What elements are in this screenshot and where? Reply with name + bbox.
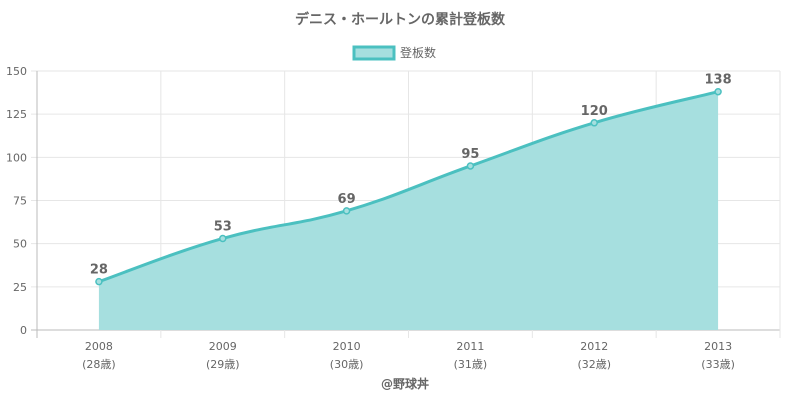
x-tick-sublabel: (33歳) [701, 358, 735, 371]
y-tick-label: 100 [6, 151, 27, 164]
data-point [590, 119, 598, 127]
y-tick-label: 125 [6, 108, 27, 121]
x-tick-sublabel: (29歳) [206, 358, 240, 371]
legend-label: 登板数 [400, 45, 436, 60]
series-line [98, 90, 719, 284]
x-tick-label: 2013 [704, 340, 732, 353]
data-point [219, 234, 227, 243]
data-label: 53 [214, 219, 232, 234]
data-label: 69 [338, 192, 356, 207]
x-tick-sublabel: (31歳) [454, 358, 488, 371]
y-tick-label: 75 [13, 195, 27, 208]
chart-title: デニス・ホールトンの累計登板数 [295, 11, 506, 28]
x-tick-label: 2010 [333, 340, 361, 353]
x-tick-sublabel: (32歳) [577, 358, 611, 371]
x-axis: 2008 (28歳) 2009 (29歳) 2010 (30歳) 2011 (31歳) 2012… [82, 340, 735, 371]
legend-swatch [352, 45, 396, 61]
data-label: 95 [461, 147, 479, 162]
data-labels: 28 53 69 95 120 138 [90, 73, 732, 278]
x-tick-label: 2008 [85, 340, 113, 353]
y-tick-label: 0 [20, 324, 27, 337]
data-point [342, 207, 351, 215]
x-tick-label: 2011 [456, 340, 484, 353]
data-point [95, 277, 103, 286]
data-label: 28 [90, 263, 108, 278]
y-tick-label: 50 [13, 238, 27, 251]
series-area [95, 87, 722, 330]
x-tick-label: 2009 [209, 340, 237, 353]
x-tick-sublabel: (28歳) [82, 358, 116, 371]
x-tick-label: 2012 [580, 340, 608, 353]
credit-text: @野球丼 [381, 376, 429, 391]
data-label: 120 [581, 104, 608, 119]
data-point [714, 87, 722, 96]
data-label: 138 [705, 73, 732, 88]
y-tick-label: 25 [13, 281, 27, 294]
data-point [466, 162, 475, 170]
y-axis: 0 25 50 75 100 125 150 [6, 65, 27, 337]
y-tick-label: 150 [6, 65, 27, 78]
x-tick-sublabel: (30歳) [330, 358, 364, 371]
legend: 登板数 [352, 45, 436, 61]
series-area-fill [98, 91, 719, 330]
